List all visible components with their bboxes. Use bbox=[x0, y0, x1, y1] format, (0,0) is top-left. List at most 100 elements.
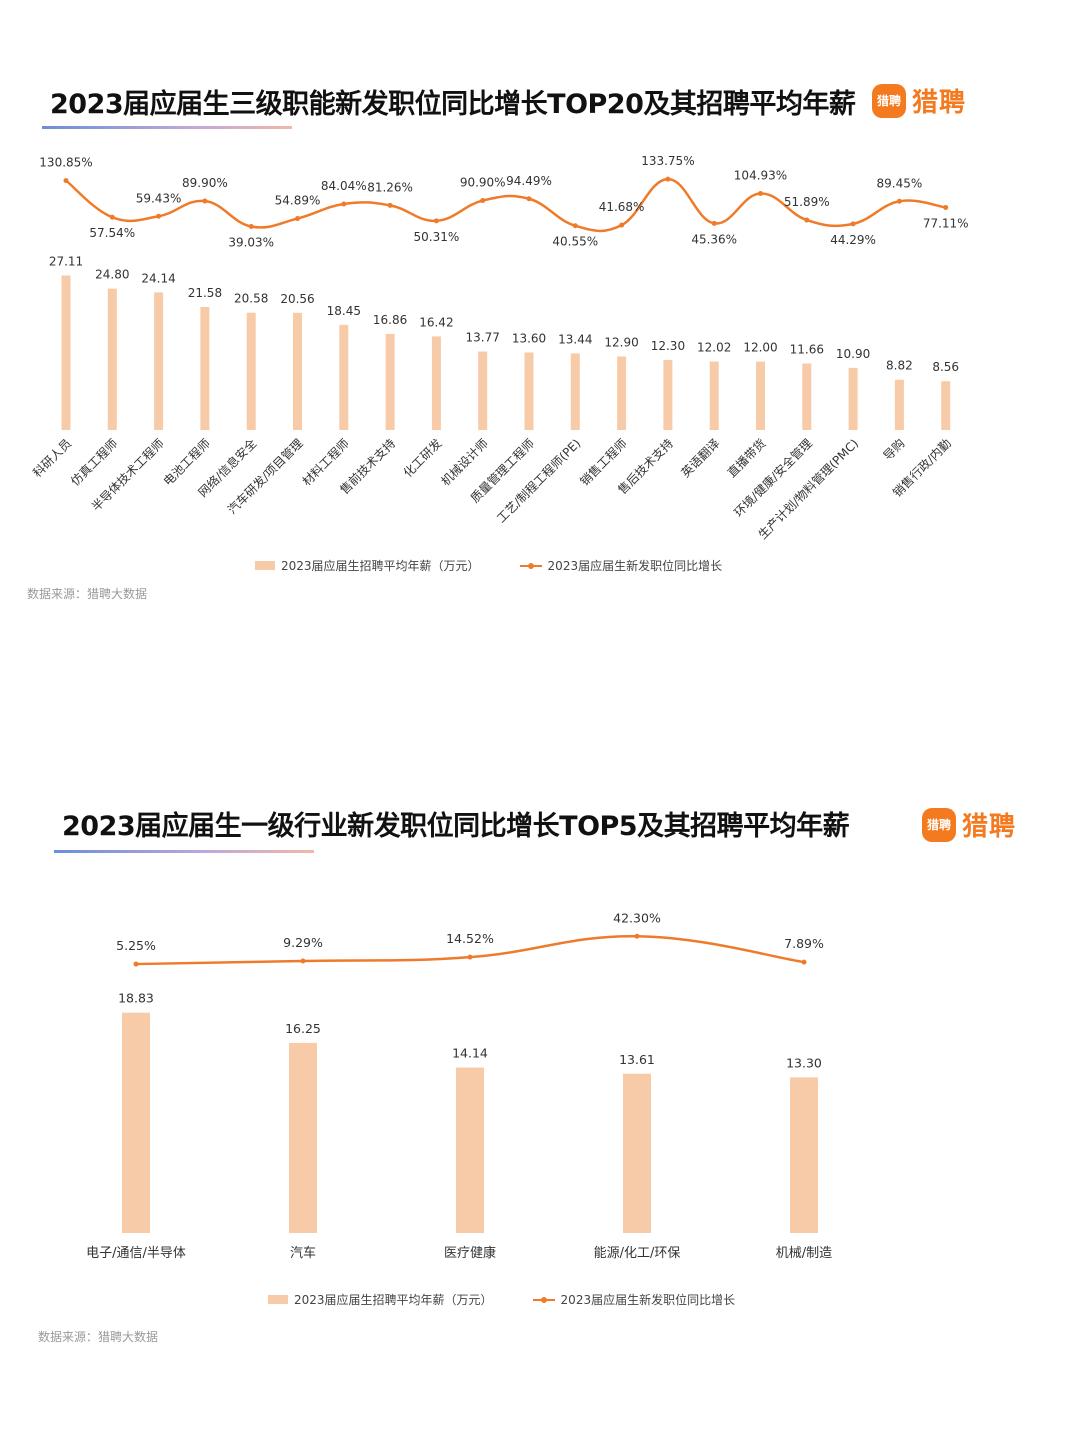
growth-value-label: 89.45% bbox=[877, 176, 923, 190]
bar-value-label: 18.45 bbox=[327, 304, 361, 318]
category-label: 汽车 bbox=[290, 1245, 316, 1261]
bar-value-label: 10.90 bbox=[836, 347, 870, 361]
bar bbox=[756, 361, 765, 430]
bar bbox=[709, 361, 719, 430]
growth-point bbox=[665, 176, 671, 182]
bar bbox=[623, 1073, 651, 1233]
growth-point bbox=[711, 220, 717, 226]
growth-value-label: 45.36% bbox=[691, 232, 737, 246]
logo-icon: 猎聘 bbox=[872, 83, 906, 118]
category-label: 科研人员 bbox=[30, 436, 74, 480]
bar bbox=[617, 356, 627, 430]
category-label: 汽车研发/项目管理 bbox=[224, 436, 305, 517]
chart-panel-2: 2023届应届生一级行业新发职位同比增长TOP5及其招聘平均年薪 猎聘 猎聘 1… bbox=[0, 720, 1080, 1420]
bar-value-label: 13.30 bbox=[786, 1055, 822, 1070]
category-label: 机械/制造 bbox=[776, 1246, 832, 1261]
category-label: 直播带货 bbox=[724, 436, 769, 481]
growth-point bbox=[433, 218, 439, 224]
legend-bar-label: 2023届应届生招聘平均年薪（万元） bbox=[281, 559, 480, 573]
growth-value-label: 41.68% bbox=[599, 200, 645, 214]
chart-panel-1: 2023届应届生三级职能新发职位同比增长TOP20及其招聘平均年薪 猎聘 猎聘 … bbox=[0, 0, 1080, 700]
legend-line-swatch bbox=[532, 1296, 555, 1303]
bar-value-label: 18.83 bbox=[118, 991, 154, 1006]
bar-value-label: 12.90 bbox=[604, 335, 638, 349]
bar-value-label: 16.42 bbox=[419, 315, 453, 329]
bar-value-label: 16.86 bbox=[373, 313, 407, 327]
bar bbox=[431, 336, 441, 430]
legend: 2023届应届生招聘平均年薪（万元） 2023届应届生新发职位同比增长 bbox=[268, 1291, 775, 1308]
growth-value-label: 44.29% bbox=[830, 233, 876, 247]
bar-value-label: 8.82 bbox=[886, 359, 913, 373]
legend-item-bar: 2023届应届生招聘平均年薪（万元） bbox=[268, 1291, 493, 1308]
bar bbox=[122, 1012, 150, 1233]
growth-value-label: 7.89% bbox=[784, 936, 824, 951]
bar bbox=[663, 359, 673, 430]
bar bbox=[894, 379, 904, 430]
legend-line-label: 2023届应届生新发职位同比增长 bbox=[547, 559, 723, 573]
bar bbox=[246, 312, 256, 430]
growth-point bbox=[248, 223, 254, 229]
chart-top5: 18.83 16.25 14.14 13.61 13.30 电子/通信/半导体 汽车 医疗健康… bbox=[86, 910, 832, 1261]
growth-value-label: 89.90% bbox=[182, 176, 228, 190]
bar-value-label: 16.25 bbox=[285, 1021, 321, 1036]
bar bbox=[478, 351, 488, 430]
category-label: 化工研发 bbox=[400, 436, 445, 481]
growth-point bbox=[619, 222, 625, 228]
growth-value-label: 9.29% bbox=[283, 935, 323, 950]
logo-text: 猎聘 bbox=[962, 812, 1017, 842]
category-label: 工艺/制程工程师(PE) bbox=[493, 436, 583, 526]
growth-point bbox=[341, 201, 347, 207]
bar-value-label: 13.61 bbox=[619, 1052, 655, 1067]
growth-value-label: 59.43% bbox=[136, 191, 182, 205]
bar-value-label: 12.30 bbox=[651, 339, 685, 353]
bar-value-label: 12.00 bbox=[743, 341, 777, 355]
bar bbox=[524, 352, 534, 430]
bar bbox=[848, 367, 858, 430]
growth-point bbox=[634, 933, 640, 939]
legend-item-line: 2023届应届生新发职位同比增长 bbox=[532, 1291, 735, 1308]
growth-value-label: 5.25% bbox=[116, 938, 156, 953]
brand-logo: 猎聘 猎聘 bbox=[922, 806, 1016, 843]
growth-point bbox=[804, 217, 810, 223]
bar bbox=[456, 1067, 484, 1233]
growth-point bbox=[387, 202, 393, 208]
growth-value-label: 133.75% bbox=[641, 154, 694, 168]
bar-value-label: 20.58 bbox=[234, 292, 268, 306]
growth-point bbox=[295, 216, 300, 222]
growth-point bbox=[850, 221, 856, 227]
bar-value-label: 11.66 bbox=[790, 343, 824, 357]
growth-point bbox=[758, 191, 763, 197]
bar-value-label: 20.56 bbox=[280, 292, 314, 306]
growth-value-label: 51.89% bbox=[784, 195, 830, 209]
growth-line bbox=[65, 177, 946, 233]
brand-logo: 猎聘 猎聘 bbox=[872, 82, 966, 119]
growth-value-label: 84.04% bbox=[321, 179, 367, 193]
growth-point bbox=[526, 196, 532, 202]
bar bbox=[289, 1042, 317, 1233]
bar bbox=[154, 292, 164, 430]
legend-item-bar: 2023届应届生招聘平均年薪（万元） bbox=[255, 557, 480, 574]
growth-value-label: 77.11% bbox=[923, 216, 969, 230]
legend-item-line: 2023届应届生新发职位同比增长 bbox=[519, 557, 723, 574]
growth-value-label: 94.49% bbox=[506, 174, 552, 188]
growth-value-label: 14.52% bbox=[446, 931, 494, 946]
legend-bar-swatch bbox=[255, 561, 275, 570]
category-label: 导购 bbox=[880, 436, 908, 464]
chart-title: 2023届应届生一级行业新发职位同比增长TOP5及其招聘平均年薪 bbox=[62, 811, 850, 842]
bar-value-label: 14.14 bbox=[452, 1046, 488, 1061]
growth-value-label: 90.90% bbox=[460, 176, 506, 190]
growth-point bbox=[572, 223, 578, 229]
growth-value-label: 130.85% bbox=[39, 156, 92, 170]
bar-value-label: 8.56 bbox=[932, 360, 959, 374]
legend-line-swatch bbox=[519, 562, 542, 569]
logo-icon: 猎聘 bbox=[922, 807, 956, 842]
bar bbox=[107, 288, 117, 430]
bar bbox=[61, 275, 71, 430]
growth-point bbox=[156, 213, 162, 219]
bar bbox=[385, 333, 395, 430]
data-source: 数据来源：猎聘大数据 bbox=[27, 587, 148, 601]
bar-value-label: 13.77 bbox=[466, 331, 500, 345]
bar bbox=[293, 312, 302, 430]
category-label: 能源/化工/环保 bbox=[594, 1246, 681, 1261]
bar bbox=[790, 1077, 818, 1233]
